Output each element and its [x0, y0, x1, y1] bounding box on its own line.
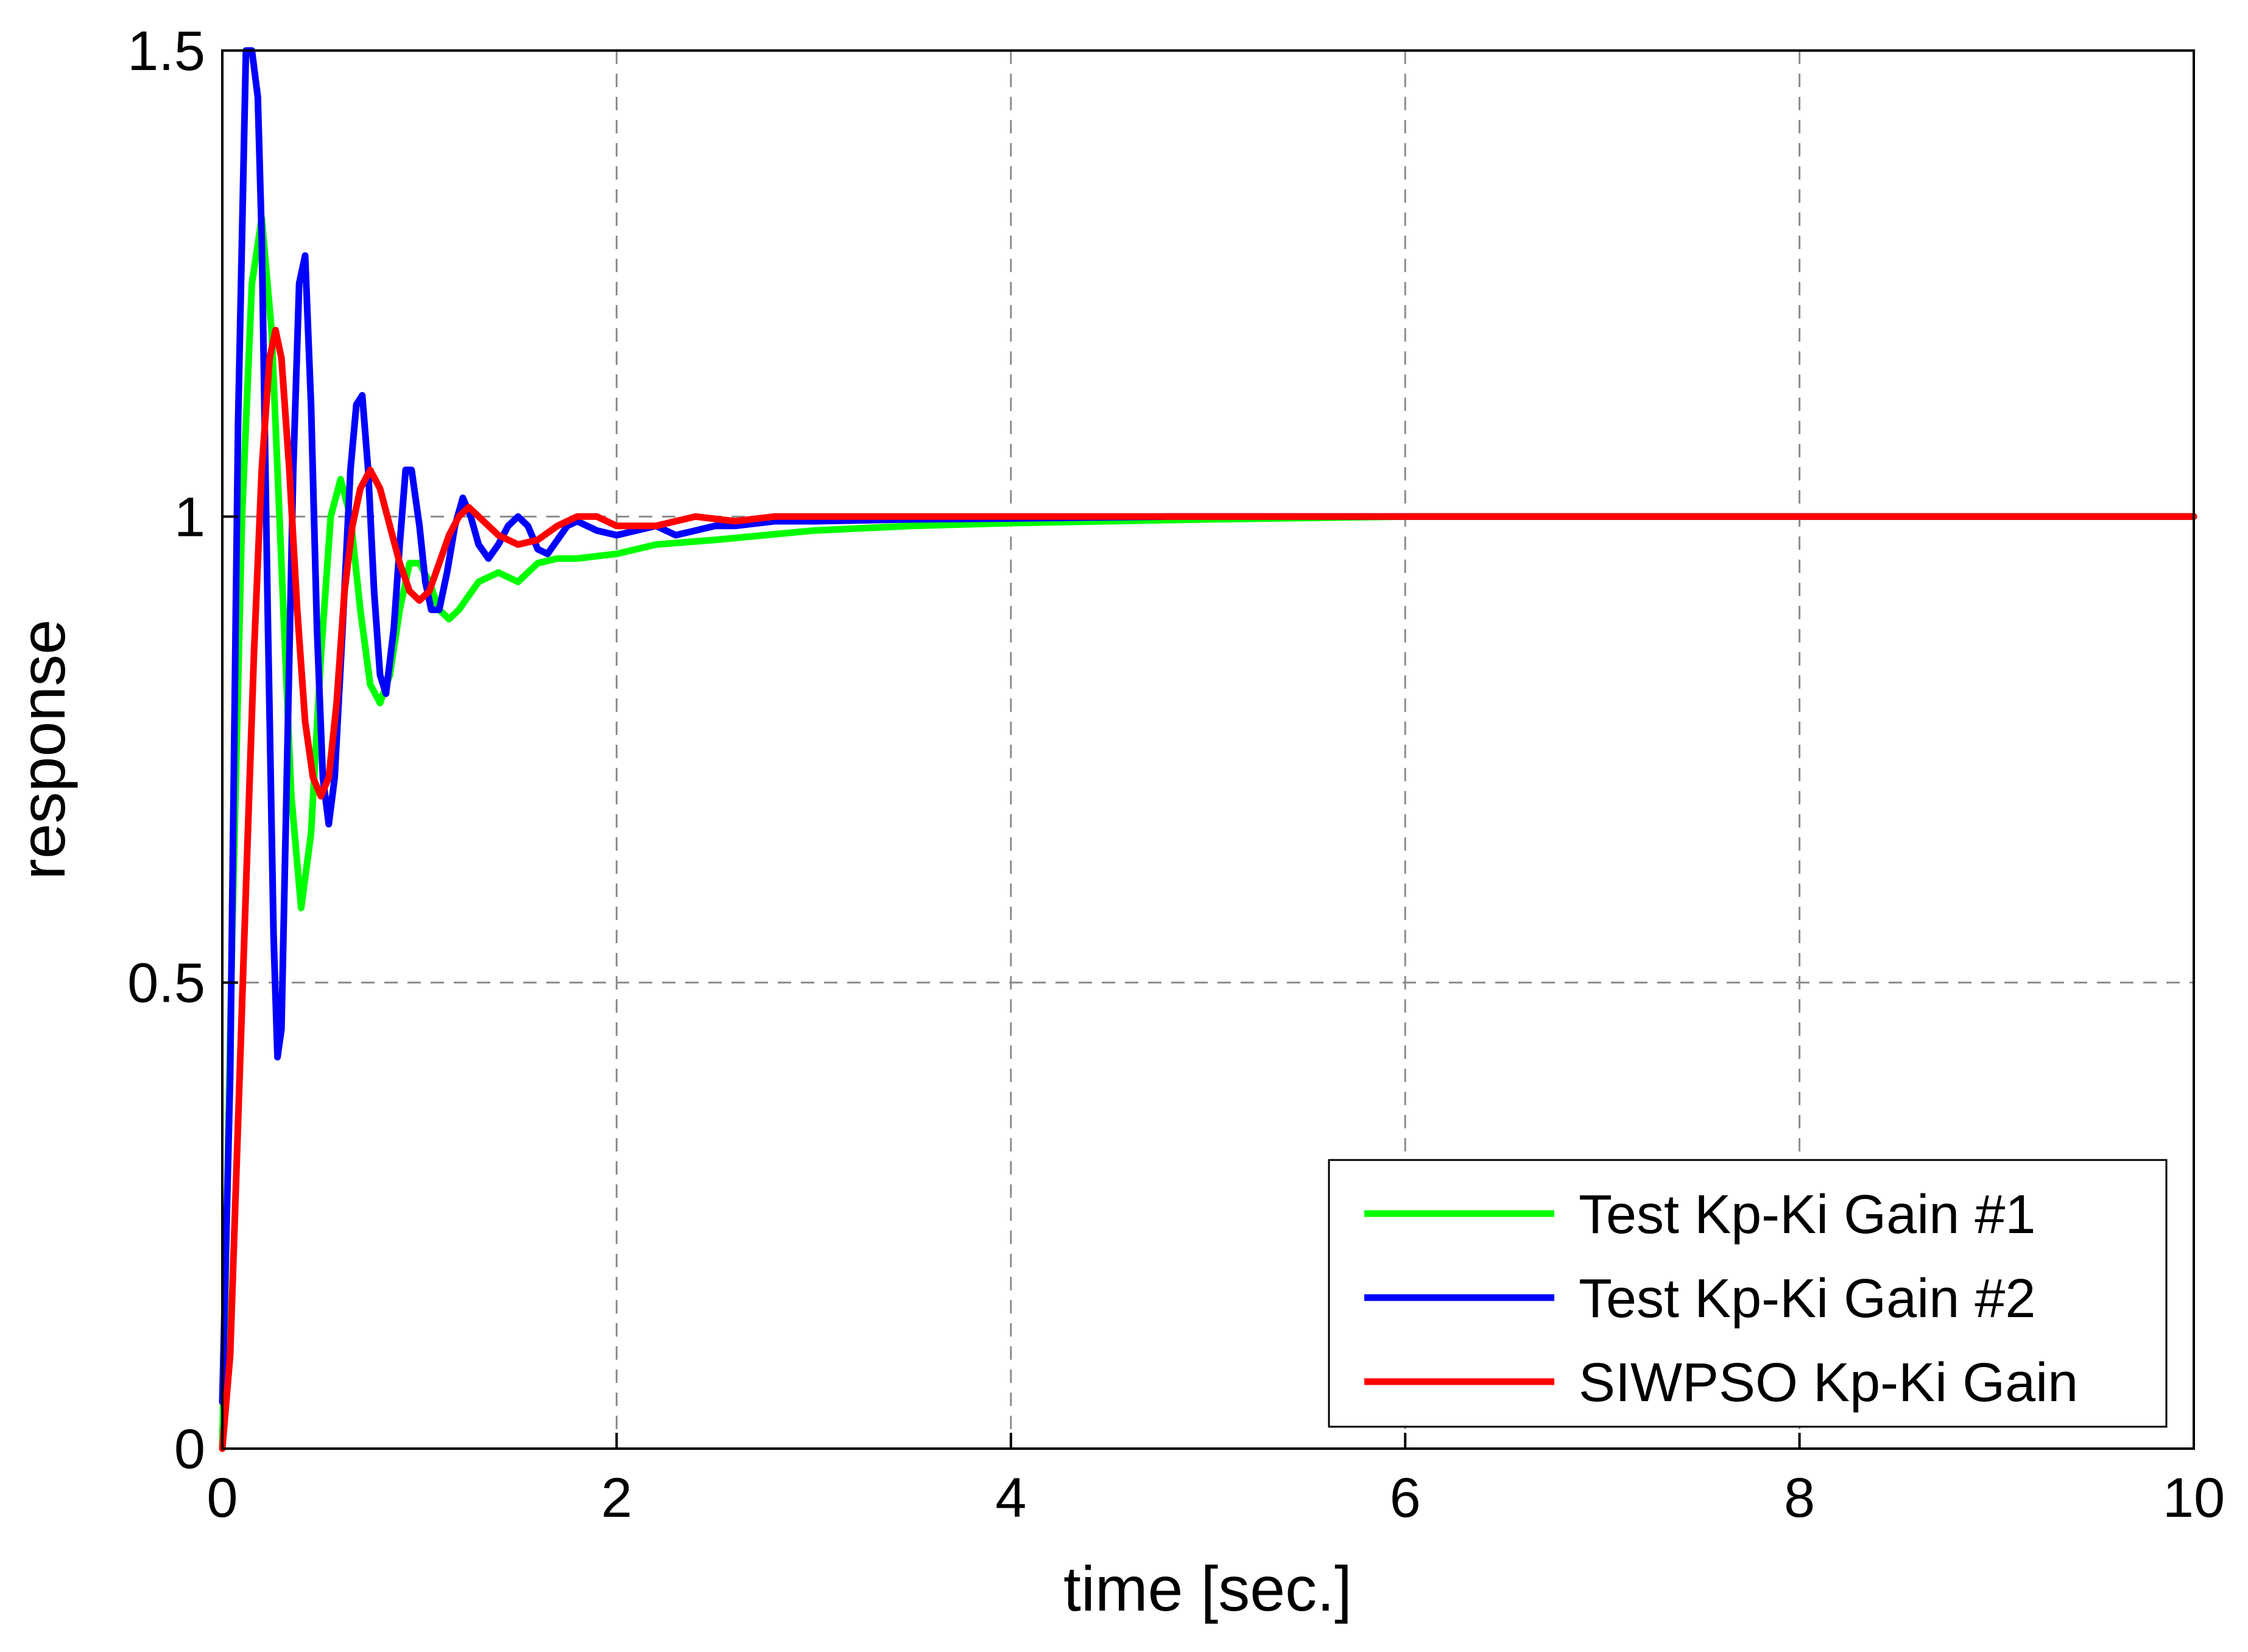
y-tick-label: 1	[174, 486, 205, 548]
x-tick-label: 4	[995, 1467, 1026, 1529]
tick-layer: 0 2 4 6 8 10 0 0.5 1 1.5	[127, 20, 2225, 1529]
series-line-3	[219, 326, 2197, 1452]
y-tick-label: 0	[174, 1418, 205, 1480]
legend-label-3: SIWPSO Kp-Ki Gain	[1579, 1352, 2078, 1413]
x-tick-label: 10	[2163, 1467, 2225, 1529]
y-tick-label: 1.5	[127, 20, 205, 82]
legend: Test Kp-Ki Gain #1 Test Kp-Ki Gain #2 SIWP…	[1328, 1159, 2168, 1428]
x-axis-title: time [sec.]	[1063, 1554, 1352, 1625]
y-axis-title: response	[8, 619, 79, 880]
legend-label-1: Test Kp-Ki Gain #1	[1579, 1184, 2035, 1245]
legend-label-2: Test Kp-Ki Gain #2	[1579, 1268, 2035, 1329]
series-line-2	[219, 47, 2197, 1405]
x-tick-label: 6	[1390, 1467, 1421, 1529]
series-layer	[219, 47, 2197, 1452]
x-tick-label: 0	[206, 1467, 238, 1529]
y-tick-label: 0.5	[127, 952, 205, 1014]
plot-frame	[221, 49, 2195, 1450]
x-tick-label: 8	[1784, 1467, 1815, 1529]
x-tick-label: 2	[601, 1467, 632, 1529]
